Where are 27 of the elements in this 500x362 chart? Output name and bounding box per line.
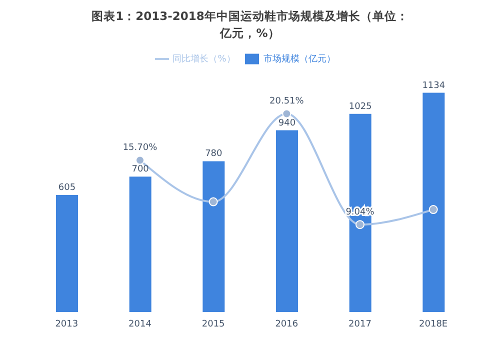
- legend-label: 市场规模（亿元）: [263, 54, 336, 64]
- x-tick-label: 2018E: [419, 319, 448, 330]
- bar: [276, 130, 298, 312]
- point: [428, 205, 438, 214]
- data-label: 15.70%: [122, 143, 158, 154]
- data-label: 1025: [348, 102, 372, 112]
- x-tick-label: 2016: [275, 319, 298, 330]
- x-tick-label: 2015: [202, 319, 225, 330]
- chart-title: 图表1：2013-2018年中国运动鞋市场规模及增长（单位：亿元，%）: [90, 8, 410, 42]
- bar: [202, 161, 225, 312]
- point: [136, 156, 144, 165]
- data-label: 780: [205, 149, 223, 160]
- data-label: 1134: [422, 80, 446, 91]
- data-label: 940: [278, 118, 296, 128]
- point: [282, 109, 292, 118]
- bar: [56, 195, 78, 312]
- point: [208, 197, 218, 206]
- x-tick-label: 2014: [128, 319, 152, 330]
- data-label: 20.51%: [270, 96, 304, 107]
- x-tick-label: 2017: [348, 319, 372, 330]
- data-label: 700: [132, 164, 150, 175]
- x-tick-label: 2013: [55, 319, 78, 330]
- point: [356, 220, 364, 230]
- bar: [129, 176, 152, 312]
- legend-label: 同比增长（%）: [172, 54, 236, 64]
- data-label: 605: [58, 183, 76, 194]
- bar: [422, 92, 445, 312]
